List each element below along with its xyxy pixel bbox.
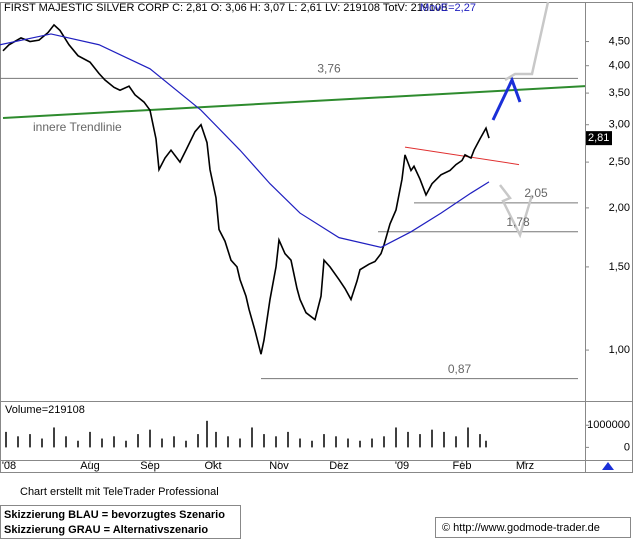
level-label: 3,76 [317,62,341,76]
grey-scenario [499,184,534,239]
footer: Chart erstellt mit TeleTrader Profession… [20,486,219,498]
y-tick-label: 4,50 [609,35,630,47]
y-tick-label: 1,00 [609,344,630,356]
x-tick-label: Nov [269,460,289,472]
note-blue: Skizzierung BLAU = bevorzugtes Szenario [4,509,225,521]
x-tick-label: '08 [2,460,16,472]
x-tick-label: '09 [395,460,409,472]
series-line [0,33,490,248]
volume-tick-label: 0 [624,441,630,453]
y-tick-label: 2,00 [609,202,630,214]
volume-tick-label: 1000000 [587,419,630,431]
y-tick-label: 3,00 [609,119,630,131]
volume-label: Volume=219108 [5,404,85,416]
y-tick-label: 2,50 [609,156,630,168]
series-line [2,23,490,355]
header: FIRST MAJESTIC SILVER CORP C: 2,81 O: 3,… [4,2,447,14]
blue-scenario-arrow [491,76,522,121]
trendline [404,146,520,166]
last-value: 2,81 [588,132,609,144]
x-tick-label: Feb [453,460,472,472]
trendline-label: innere Trendlinie [33,120,122,134]
ma-label: MovE=2,27 [420,2,476,14]
y-tick-label: 4,00 [609,60,630,72]
icon [602,462,614,470]
x-tick-label: Sep [140,460,160,472]
grey-scenario [504,1,550,82]
y-tick-label: 3,50 [609,87,630,99]
level-label: 1,78 [506,215,530,229]
grid [8,460,526,464]
x-tick-label: Okt [204,460,221,472]
y-tick-label: 1,50 [609,261,630,273]
x-tick-label: Mrz [516,460,534,472]
last-value-box [586,131,612,146]
note-grey: Skizzierung GRAU = Alternativszenario [4,524,208,536]
copyright: © http://www.godmode-trader.de [442,522,600,534]
level-label: 0,87 [448,362,472,376]
x-tick-label: Aug [80,460,100,472]
trendline [2,85,586,119]
plot [0,23,586,380]
level-label: 2,05 [524,186,548,200]
copyright-box [435,517,631,538]
x-tick-label: Dez [329,460,349,472]
